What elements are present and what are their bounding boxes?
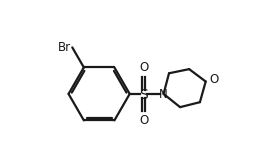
- Text: Br: Br: [58, 41, 72, 54]
- Text: O: O: [139, 61, 148, 74]
- Text: O: O: [209, 73, 218, 86]
- Text: S: S: [139, 88, 148, 102]
- Text: N: N: [159, 88, 168, 101]
- Text: O: O: [139, 114, 148, 127]
